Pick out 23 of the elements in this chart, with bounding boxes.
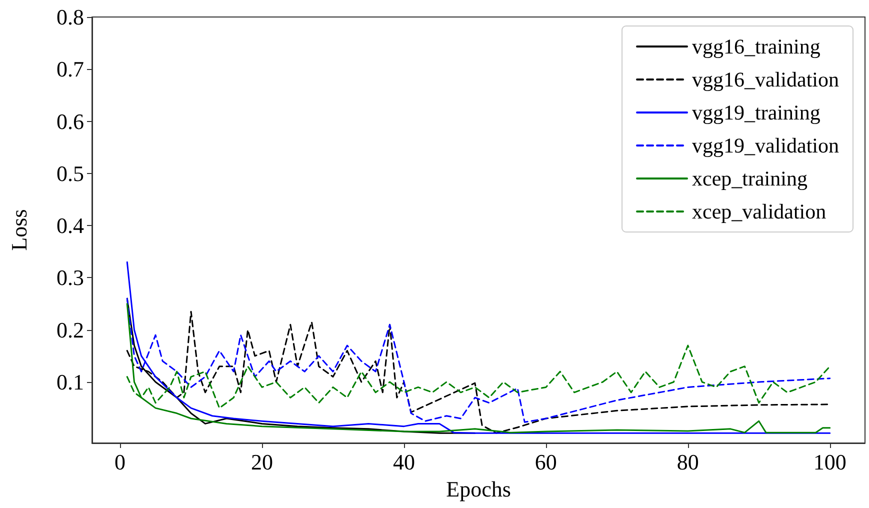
x-tick-label: 100: [813, 450, 846, 474]
legend-label: vgg16_training: [692, 34, 821, 58]
x-tick-label: 40: [392, 450, 415, 474]
y-tick-label: 0.4: [56, 213, 84, 238]
line-series: [126, 261, 831, 434]
x-tick-label: 80: [676, 450, 699, 474]
legend-label: xcep_validation: [692, 200, 827, 224]
y-tick-label: 0.6: [56, 108, 84, 134]
legend-label: vgg19_validation: [692, 134, 840, 158]
y-tick-label: 0.5: [56, 160, 84, 186]
x-tick-label: 60: [534, 450, 557, 474]
y-tick-label: 0.3: [56, 265, 84, 290]
x-tick-label: 20: [251, 450, 274, 474]
legend-label: vgg19_training: [692, 100, 821, 124]
x-axis-title: Epochs: [446, 476, 511, 502]
y-tick-label: 0.2: [56, 317, 84, 342]
y-tick-label: 0.7: [56, 56, 84, 82]
y-tick-label: 0.1: [56, 369, 84, 394]
legend-label: vgg16_validation: [692, 68, 840, 92]
y-axis-title: Loss: [6, 209, 32, 251]
x-tick-label: 0: [114, 450, 126, 474]
legend-label: xcep_training: [692, 166, 808, 190]
y-tick-label: 0.8: [56, 4, 84, 30]
